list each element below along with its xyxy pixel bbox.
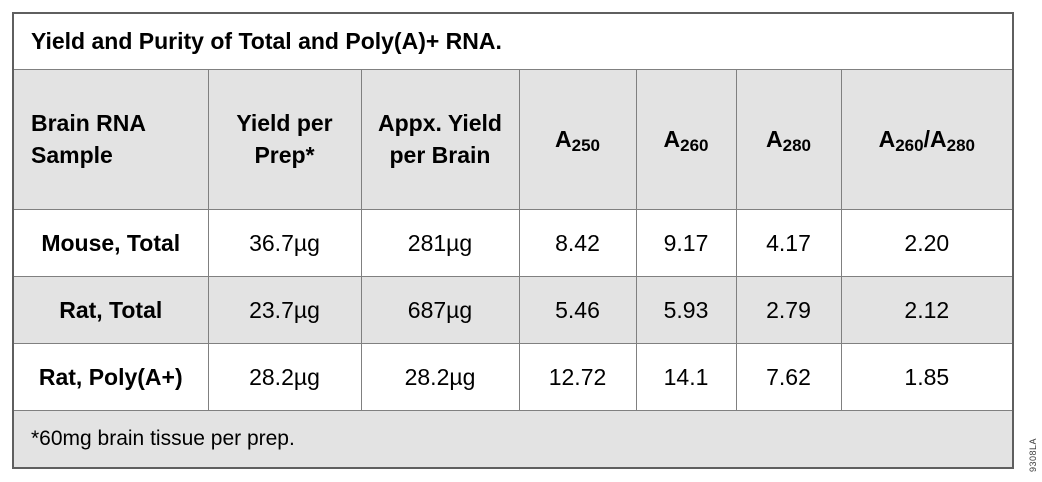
- sample-cell: Mouse, Total: [12, 209, 209, 277]
- yield-per-prep-cell: 36.7µg: [207, 209, 362, 277]
- ratio-base1: A: [878, 125, 896, 152]
- col-header-a280: A280: [735, 69, 842, 210]
- yield-per-prep-cell: 28.2µg: [207, 343, 362, 411]
- table-row-rat-total: Rat, Total 23.7µg 687µg 5.46 5.93 2.79 2…: [12, 276, 1014, 344]
- a250-cell: 5.46: [518, 276, 637, 344]
- footnote: *60mg brain tissue per prep.: [12, 410, 1014, 469]
- a250-cell: 8.42: [518, 209, 637, 277]
- ratio-sub2: 280: [946, 135, 975, 155]
- col-header-appx-yield-per-brain: Appx. Yield per Brain: [360, 69, 520, 210]
- ratio-slash: /: [923, 125, 930, 152]
- a280-cell: 7.62: [735, 343, 842, 411]
- a260-cell: 9.17: [635, 209, 737, 277]
- a260-subscript: 260: [680, 135, 709, 155]
- a260-a280-ratio-cell: 2.12: [840, 276, 1014, 344]
- a280-base: A: [765, 125, 783, 152]
- figure-code-watermark: 9308LA: [1028, 437, 1038, 472]
- sample-cell: Rat, Total: [12, 276, 209, 344]
- a260-cell: 14.1: [635, 343, 737, 411]
- a260-base: A: [663, 125, 681, 152]
- a280-cell: 4.17: [735, 209, 842, 277]
- a250-cell: 12.72: [518, 343, 637, 411]
- a250-base: A: [554, 125, 572, 152]
- a250-subscript: 250: [571, 135, 600, 155]
- yield-per-brain-cell: 687µg: [360, 276, 520, 344]
- yield-per-prep-cell: 23.7µg: [207, 276, 362, 344]
- col-header-a260: A260: [635, 69, 737, 210]
- yield-per-brain-cell: 28.2µg: [360, 343, 520, 411]
- table-header-row: Brain RNA Sample Yield per Prep* Appx. Y…: [12, 69, 1014, 210]
- a260-cell: 5.93: [635, 276, 737, 344]
- yield-per-brain-cell: 281µg: [360, 209, 520, 277]
- table-title-row: Yield and Purity of Total and Poly(A)+ R…: [12, 12, 1014, 70]
- table-title: Yield and Purity of Total and Poly(A)+ R…: [12, 12, 1014, 70]
- col-header-brain-rna-sample: Brain RNA Sample: [12, 69, 209, 210]
- sample-cell: Rat, Poly(A+): [12, 343, 209, 411]
- a260-a280-ratio-cell: 1.85: [840, 343, 1014, 411]
- a260-a280-ratio-cell: 2.20: [840, 209, 1014, 277]
- col-header-a250: A250: [518, 69, 637, 210]
- table-footnote-row: *60mg brain tissue per prep.: [12, 410, 1014, 469]
- a280-cell: 2.79: [735, 276, 842, 344]
- a280-subscript: 280: [782, 135, 811, 155]
- col-header-yield-per-prep: Yield per Prep*: [207, 69, 362, 210]
- table-row-mouse-total: Mouse, Total 36.7µg 281µg 8.42 9.17 4.17…: [12, 209, 1014, 277]
- ratio-sub1: 260: [895, 135, 924, 155]
- rna-yield-purity-table: Yield and Purity of Total and Poly(A)+ R…: [12, 12, 1015, 469]
- table-row-rat-polya: Rat, Poly(A+) 28.2µg 28.2µg 12.72 14.1 7…: [12, 343, 1014, 411]
- col-header-a260-a280-ratio: A260/A280: [840, 69, 1014, 210]
- ratio-base2: A: [929, 125, 947, 152]
